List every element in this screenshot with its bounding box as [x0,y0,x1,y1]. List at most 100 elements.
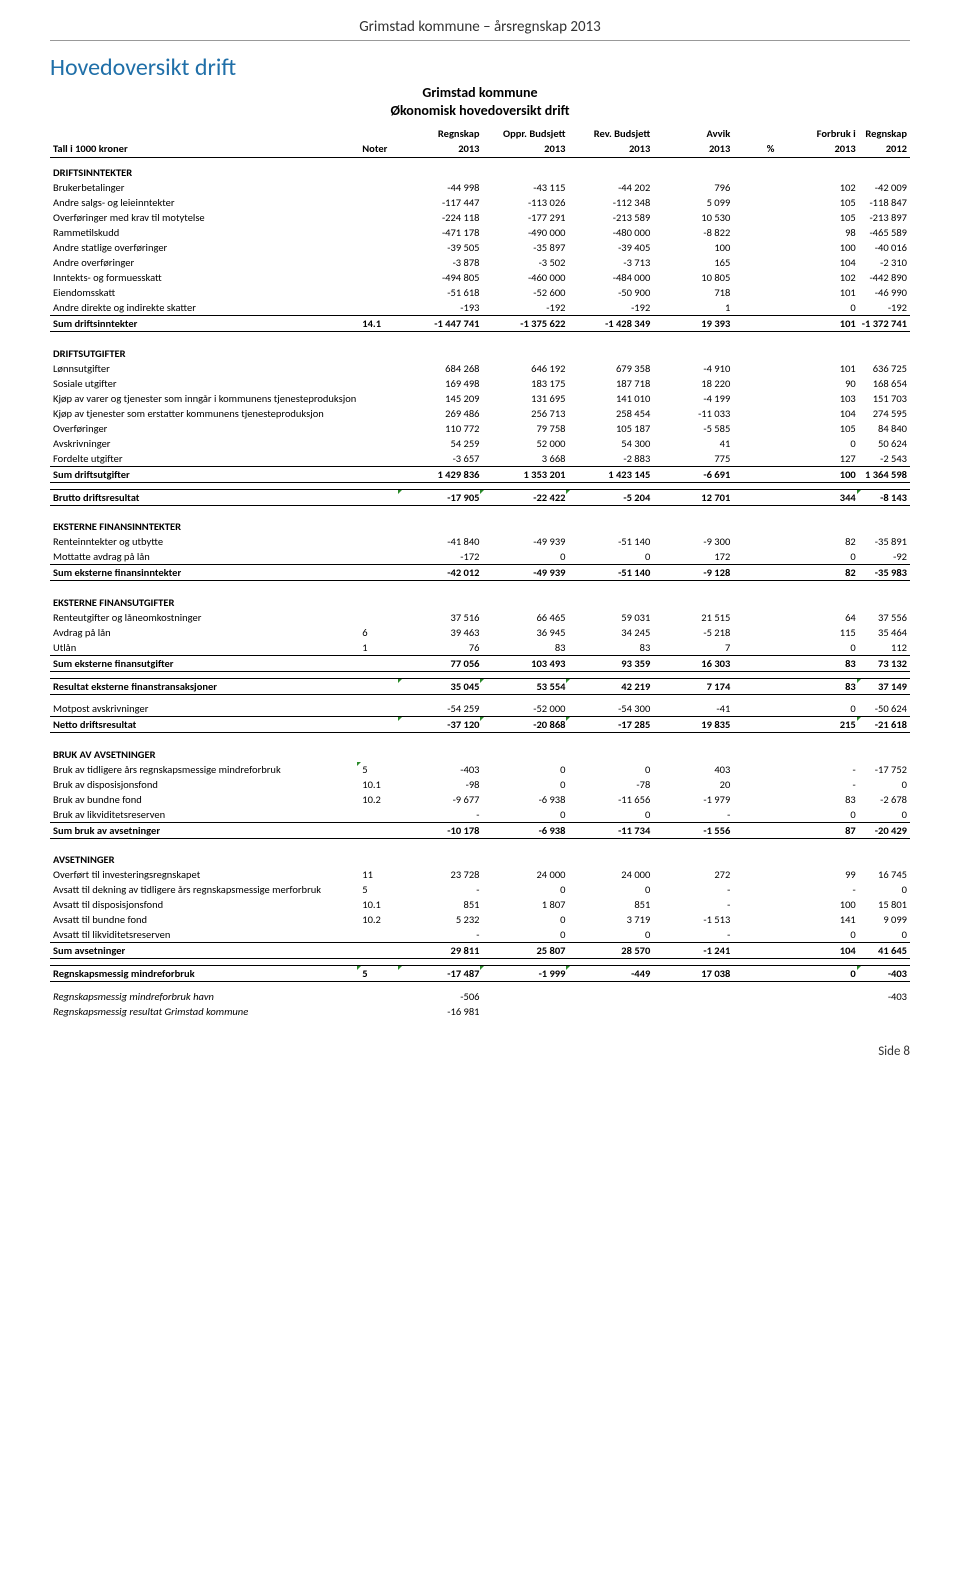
value-cell [733,180,777,195]
value-cell: -471 178 [400,225,483,240]
note-cell: 5 [359,882,400,897]
value-cell: -44 202 [568,180,653,195]
row-label: Resultat eksterne finanstransaksjoner [50,678,359,694]
value-cell: -8 143 [859,489,910,505]
value-cell: 274 595 [859,406,910,421]
value-cell: 100 [777,240,858,255]
h2-1: Noter [359,141,400,158]
note-cell: 10.1 [359,777,400,792]
value-cell: 0 [859,807,910,823]
value-cell: - [653,807,733,823]
row-label: Mottatte avdrag på lån [50,549,359,565]
value-cell: 3 719 [568,912,653,927]
value-cell: 102 [777,270,858,285]
row-label: Renteutgifter og låneomkostninger [50,610,359,625]
value-cell: -460 000 [482,270,568,285]
value-cell: 0 [568,549,653,565]
value-cell: 17 038 [653,966,733,982]
value-cell: 103 493 [482,655,568,671]
h2-0: Tall i 1000 kroner [50,141,359,158]
value-cell: -5 585 [653,421,733,436]
value-cell: 145 209 [400,391,483,406]
value-cell: 28 570 [568,943,653,959]
value-cell: -3 657 [400,451,483,467]
value-cell [733,777,777,792]
value-cell [733,565,777,581]
value-cell [733,195,777,210]
note-cell [359,300,400,316]
table-row: Avsatt til likviditetsreserven-00-00 [50,927,910,943]
h2-8: 2012 [859,141,910,158]
table-row: Andre overføringer-3 878-3 502-3 7131651… [50,255,910,270]
value-cell: 636 725 [859,361,910,376]
value-cell [733,927,777,943]
value-cell: 16 745 [859,867,910,882]
netto-row: Netto driftsresultat-37 120-20 868-17 28… [50,717,910,733]
value-cell [733,792,777,807]
value-cell: 79 758 [482,421,568,436]
value-cell: 19 835 [653,717,733,733]
table-row: Sosiale utgifter169 498183 175187 71818 … [50,376,910,391]
value-cell [733,717,777,733]
value-cell: 851 [400,897,483,912]
value-cell: 10 530 [653,210,733,225]
value-cell: 77 056 [400,655,483,671]
value-cell: -480 000 [568,225,653,240]
row-label: Brukerbetalinger [50,180,359,195]
value-cell: -11 734 [568,822,653,838]
table-row: Andre direkte og indirekte skatter-193-1… [50,300,910,316]
table-row: Overføringer med krav til motytelse-224 … [50,210,910,225]
value-cell [733,1004,777,1019]
value-cell: -9 128 [653,565,733,581]
note-cell [359,391,400,406]
row-label: Andre direkte og indirekte skatter [50,300,359,316]
value-cell: 34 245 [568,625,653,640]
value-cell: -5 218 [653,625,733,640]
value-cell: -1 979 [653,792,733,807]
value-cell [733,466,777,482]
value-cell: -117 447 [400,195,483,210]
value-cell: -17 487 [400,966,483,982]
note-cell: 5 [359,762,400,777]
table-row: Bruk av tidligere års regnskapsmessige m… [50,762,910,777]
value-cell: 20 [653,777,733,792]
value-cell: 5 232 [400,912,483,927]
row-label: Kjøp av tjenester som erstatter kommunen… [50,406,359,421]
value-cell: 0 [482,882,568,897]
value-cell: -1 556 [653,822,733,838]
value-cell: 684 268 [400,361,483,376]
section-title: DRIFTSUTGIFTER [50,339,910,361]
h1-3: Oppr. Budsjett [482,126,568,141]
value-cell: -21 618 [859,717,910,733]
value-cell: -1 447 741 [400,316,483,332]
value-cell: 73 132 [859,655,910,671]
value-cell [653,989,733,1004]
value-cell: 0 [482,807,568,823]
section-title: EKSTERNE FINANSUTGIFTER [50,588,910,610]
value-cell: 102 [777,180,858,195]
value-cell: 269 486 [400,406,483,421]
note-cell [359,565,400,581]
note-cell [359,255,400,270]
value-cell: - [653,882,733,897]
value-cell: 50 624 [859,436,910,451]
note-cell: 10.1 [359,897,400,912]
value-cell: 344 [777,489,858,505]
row-label: Bruk av bundne fond [50,792,359,807]
note-cell [359,225,400,240]
value-cell: - [653,927,733,943]
value-cell: -37 120 [400,717,483,733]
note-cell [359,610,400,625]
value-cell [653,1004,733,1019]
value-cell: -8 822 [653,225,733,240]
value-cell: -403 [859,989,910,1004]
row-label: Andre salgs- og leieinntekter [50,195,359,210]
row-label: Avsatt til bundne fond [50,912,359,927]
row-label: Sum driftsinntekter [50,316,359,332]
note-cell [359,285,400,300]
value-cell [733,912,777,927]
value-cell: 1 423 145 [568,466,653,482]
value-cell: 54 259 [400,436,483,451]
value-cell: -42 012 [400,565,483,581]
row-label: Lønnsutgifter [50,361,359,376]
